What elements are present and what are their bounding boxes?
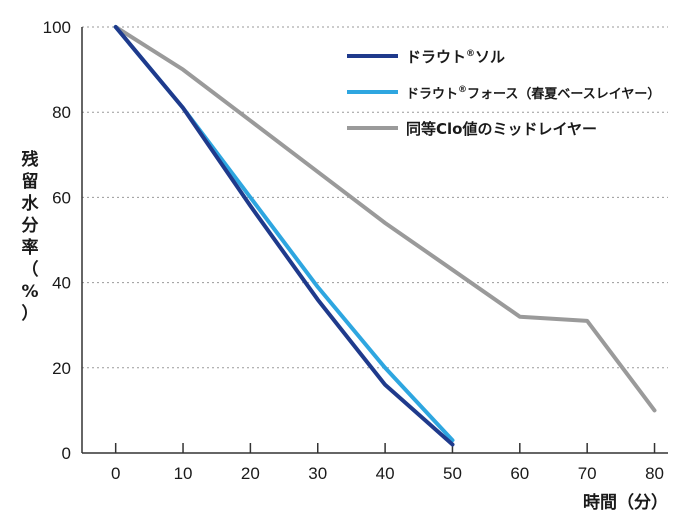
y-tick-label: 20 xyxy=(52,359,71,378)
legend-label-2: ドラウト®フォース（春夏ベースレイヤー） xyxy=(406,85,660,102)
x-tick-label: 30 xyxy=(308,464,327,483)
legend-label-3: 同等Clo値のミッドレイヤー xyxy=(406,120,597,138)
x-tick-label: 0 xyxy=(111,464,120,483)
y-tick-label: 40 xyxy=(52,274,71,293)
legend-label-1: ドラウト®ソル xyxy=(406,48,505,66)
series-line-1 xyxy=(113,25,455,447)
x-tick-label: 50 xyxy=(443,464,462,483)
x-tick-labels: 0 10 20 30 40 50 60 70 80 xyxy=(111,443,664,483)
x-tick-label: 20 xyxy=(241,464,260,483)
series-layer xyxy=(113,25,657,447)
y-tick-label: 60 xyxy=(52,188,71,207)
x-tick-label: 10 xyxy=(174,464,193,483)
y-axis-title: 残留水分率（%） xyxy=(21,149,39,324)
x-tick-label: 60 xyxy=(510,464,529,483)
x-tick-label: 40 xyxy=(376,464,395,483)
y-tick-label: 80 xyxy=(52,103,71,122)
x-axis-title: 時間（分） xyxy=(583,492,668,513)
y-tick-labels: 0 20 40 60 80 100 xyxy=(43,18,71,463)
series-line-3 xyxy=(113,25,657,413)
y-tick-label: 100 xyxy=(43,18,71,37)
x-tick-label: 70 xyxy=(578,464,597,483)
grid-lines xyxy=(82,26,668,369)
x-tick-label: 80 xyxy=(645,464,664,483)
y-tick-label: 0 xyxy=(62,444,71,463)
